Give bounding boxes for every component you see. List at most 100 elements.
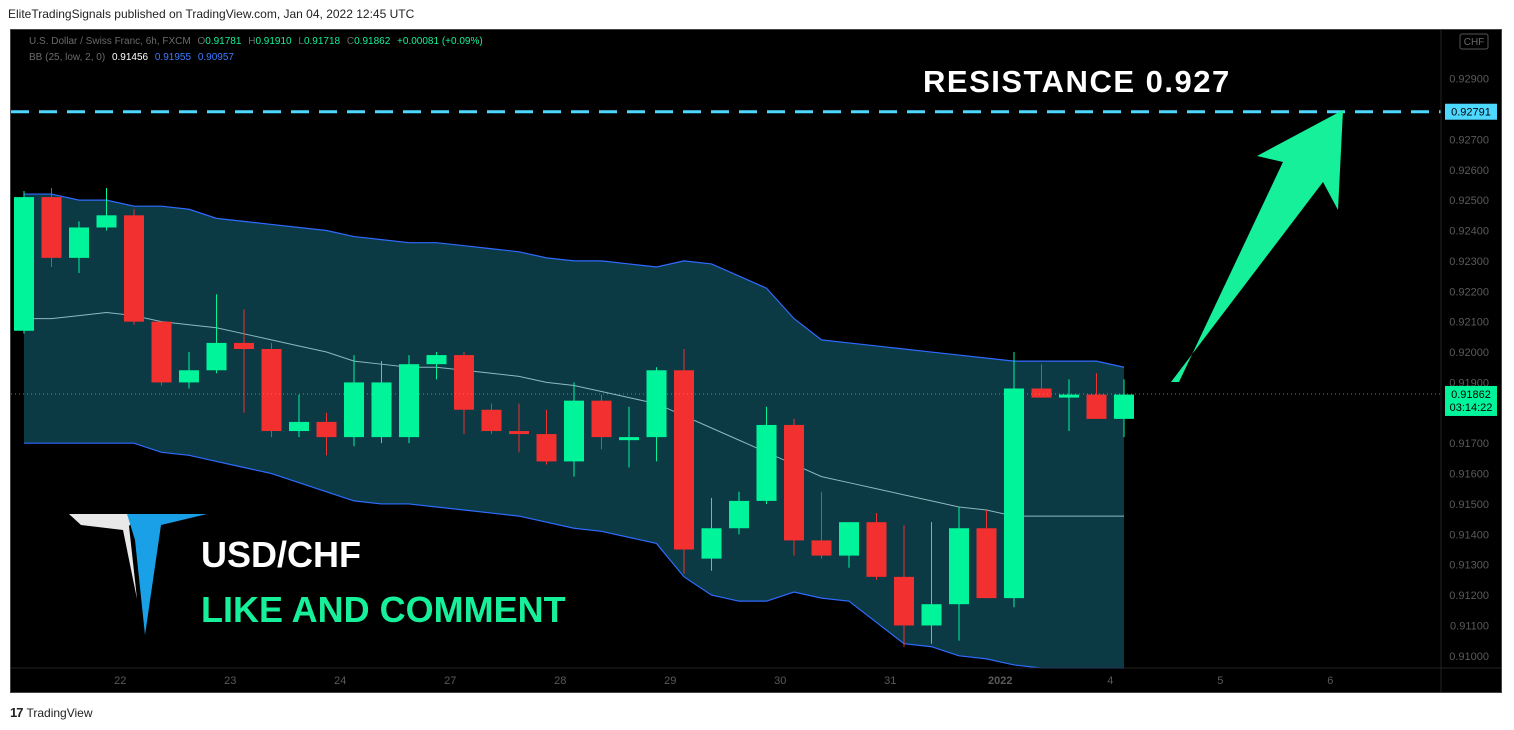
footer: 17 TradingView: [10, 705, 93, 720]
open-label: O: [197, 36, 206, 47]
price-tick-label: 0.91500: [1449, 499, 1489, 511]
candle-body: [866, 522, 887, 577]
candle-body: [921, 604, 942, 626]
close-label: C: [346, 36, 355, 47]
candle-body: [701, 528, 722, 559]
price-tick-label: 0.91700: [1449, 438, 1489, 450]
bb-upper-line: [24, 193, 1125, 368]
candle-body: [1004, 388, 1024, 599]
time-tick-label: 31: [884, 675, 896, 687]
candle-body: [179, 370, 199, 383]
ohlc-legend: U.S. Dollar / Swiss Franc, 6h, FXCM O0.9…: [29, 36, 487, 47]
brand-logo: [69, 514, 207, 635]
high-label: H: [248, 36, 256, 47]
time-tick-label: 5: [1217, 675, 1223, 687]
time-tick-label: 29: [664, 675, 676, 687]
candle-body: [206, 342, 227, 371]
bb-upper-value: 0.91955: [154, 52, 192, 63]
candle-body: [1086, 394, 1107, 419]
currency-badge: [1459, 33, 1489, 50]
candle-body: [674, 370, 694, 550]
candle-body: [1031, 388, 1052, 398]
candle-body: [976, 528, 997, 599]
price-tick-label: 0.92000: [1449, 347, 1489, 359]
bb-lower-line: [24, 442, 1124, 669]
price-tick-label: 0.92700: [1449, 134, 1489, 146]
candle-body: [261, 349, 282, 432]
candles-layer: [14, 187, 1134, 647]
candle-body: [481, 409, 502, 432]
time-tick-label: 4: [1107, 675, 1113, 687]
chart-panel[interactable]: 0.92900 0.92700 0.92600 0.92500 0.92400 0.923…: [10, 29, 1502, 693]
time-tick-label: 2022: [988, 675, 1012, 687]
candle-body: [426, 355, 447, 365]
bb-label: BB (25, low, 2, 0): [29, 52, 106, 63]
currency-label: CHF: [1464, 37, 1485, 48]
low-label: L: [298, 36, 304, 47]
footer-brand: TradingView: [26, 705, 93, 720]
price-tick-label: 0.91200: [1449, 590, 1489, 602]
up-arrow-icon: [1171, 110, 1343, 382]
time-tick-label: 22: [114, 675, 126, 687]
candle-body: [344, 382, 364, 438]
change-value: +0.00081 (+0.09%): [397, 36, 483, 47]
last-price-badge: [1445, 385, 1497, 416]
candle-body: [1059, 394, 1079, 398]
candle-body: [14, 197, 34, 331]
candle-body: [564, 400, 584, 462]
price-tick-label: 0.92900: [1449, 74, 1489, 86]
price-tick-label: 0.92300: [1449, 256, 1489, 268]
candle-body: [619, 437, 639, 441]
time-tick-label: 27: [444, 675, 456, 687]
price-tick-label: 0.92600: [1449, 165, 1489, 177]
candle-body: [234, 342, 254, 349]
bb-lower-value: 0.90957: [197, 52, 234, 63]
symbol-label: U.S. Dollar / Swiss Franc, 6h, FXCM: [29, 36, 191, 47]
bb-basis-value: 0.91456: [111, 52, 149, 63]
candle-body: [949, 528, 969, 605]
open-value: 0.91781: [205, 36, 242, 47]
candle-body: [96, 215, 117, 228]
price-tick-label: 0.91000: [1449, 651, 1489, 663]
candle-body: [371, 382, 392, 438]
time-tick-label: 28: [554, 675, 566, 687]
candle-body: [454, 355, 474, 410]
resistance-price-label: 0.92791: [1451, 107, 1491, 119]
candle-body: [784, 424, 804, 541]
publisher-line: EliteTradingSignals published on Trading…: [8, 7, 415, 21]
pair-label: USD/CHF: [201, 534, 361, 575]
tradingview-logo-icon: 17: [10, 705, 24, 720]
price-tick-label: 0.92400: [1449, 226, 1489, 238]
price-tick-label: 0.92500: [1449, 195, 1489, 207]
price-tick-label: 0.91400: [1449, 529, 1489, 541]
candle-body: [151, 321, 172, 383]
time-tick-label: 30: [774, 675, 786, 687]
candle-body: [69, 227, 89, 258]
close-value: 0.91862: [354, 36, 391, 47]
bb-legend: BB (25, low, 2, 0) 0.91456 0.91955 0.909…: [29, 52, 238, 63]
candle-body: [646, 370, 667, 438]
resistance-price-badge: [1445, 103, 1497, 120]
time-tick-label: 23: [224, 675, 236, 687]
time-tick-label: 6: [1327, 675, 1333, 687]
candle-body: [399, 364, 419, 438]
candle-body: [839, 522, 859, 556]
annotation-layer: [11, 110, 1441, 395]
candle-body: [894, 576, 914, 626]
candle-body: [289, 421, 309, 432]
last-price-label: 0.91862: [1451, 389, 1491, 401]
time-tick-label: 24: [334, 675, 346, 687]
price-tick-label: 0.91300: [1449, 560, 1489, 572]
candle-body: [316, 421, 337, 438]
price-tick-label: 0.91600: [1449, 469, 1489, 481]
price-tick-label: 0.92200: [1449, 286, 1489, 298]
candle-body: [591, 400, 612, 438]
price-tick-label: 0.91100: [1450, 620, 1489, 632]
candle-body: [1114, 394, 1134, 419]
resistance-label: RESISTANCE 0.927: [923, 64, 1231, 99]
axis-layer: 0.92900 0.92700 0.92600 0.92500 0.92400 0.923…: [11, 30, 1501, 692]
candle-body: [41, 197, 62, 258]
price-chart[interactable]: 0.92900 0.92700 0.92600 0.92500 0.92400 0.923…: [11, 30, 1501, 692]
candle-body: [729, 500, 749, 529]
high-value: 0.91910: [255, 36, 292, 47]
